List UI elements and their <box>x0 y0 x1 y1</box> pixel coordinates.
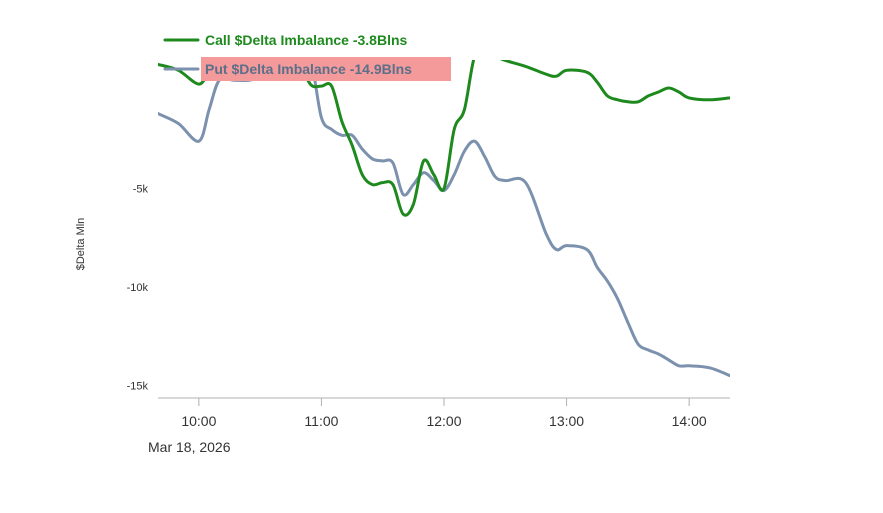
y-axis-title: $Delta Mln <box>75 218 87 271</box>
x-tick-label: 13:00 <box>549 413 584 429</box>
x-tick-label: 10:00 <box>181 413 216 429</box>
legend-label: Call $Delta Imbalance -3.8Blns <box>205 32 408 48</box>
x-axis-date-label: Mar 18, 2026 <box>148 439 231 455</box>
x-tick-label: 14:00 <box>672 413 707 429</box>
series-line-call <box>158 60 730 217</box>
y-tick-label: -5k <box>133 184 149 196</box>
legend-item-call[interactable]: Call $Delta Imbalance -3.8Blns <box>163 32 408 48</box>
series-line-put <box>158 60 730 378</box>
legend-item-put[interactable]: Put $Delta Imbalance -14.9Blns <box>163 57 451 81</box>
x-tick-label: 12:00 <box>426 413 461 429</box>
y-tick-label: -10k <box>127 282 149 294</box>
y-tick-label: -15k <box>127 381 149 393</box>
legend-highlight <box>201 57 451 81</box>
legend-label: Put $Delta Imbalance -14.9Blns <box>205 61 412 77</box>
x-tick-label: 11:00 <box>304 413 338 429</box>
